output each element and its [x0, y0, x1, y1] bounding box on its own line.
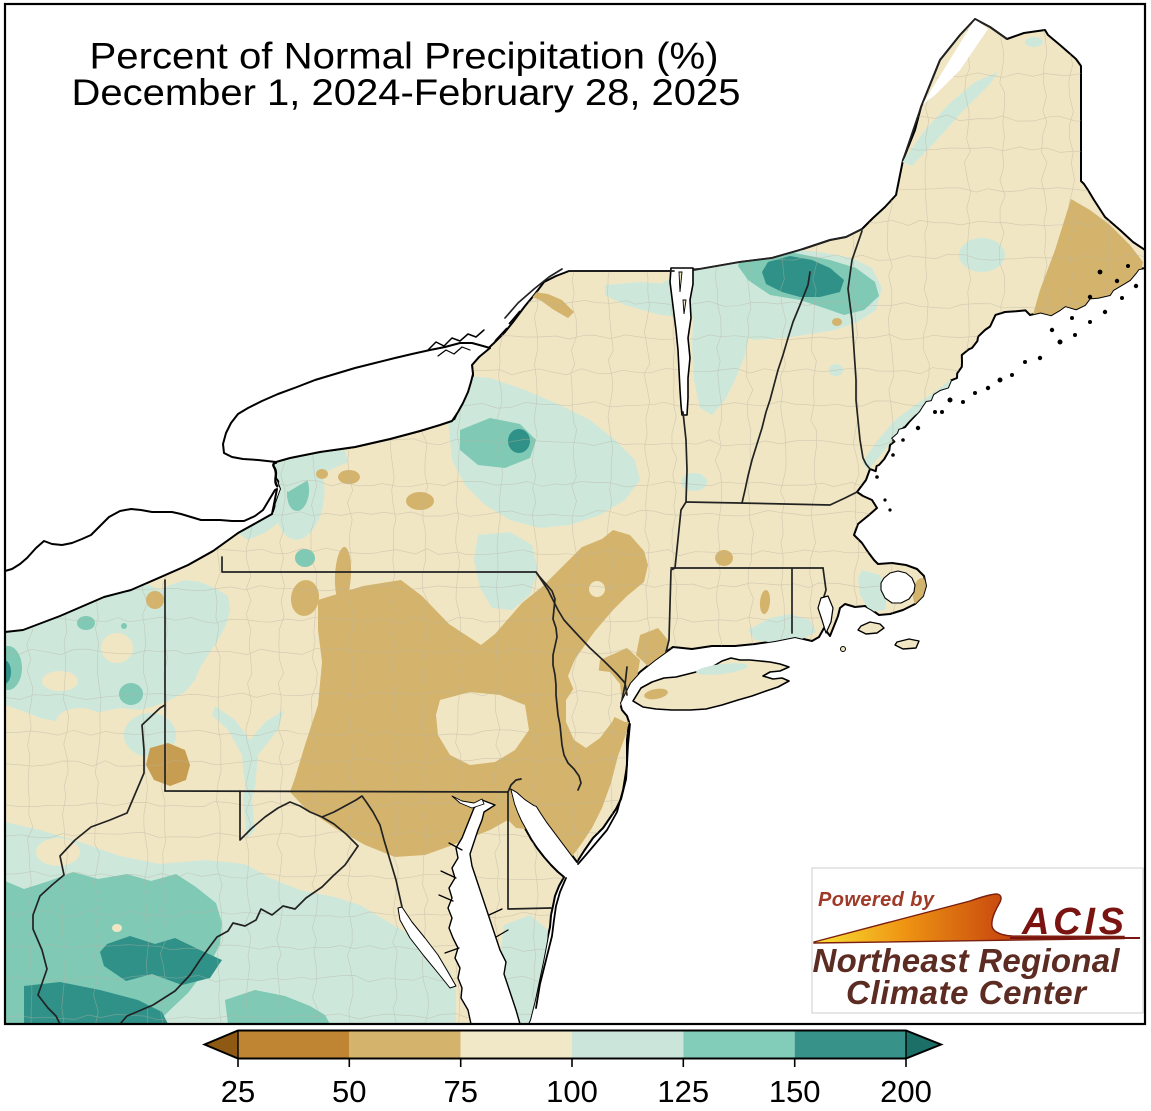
svg-text:75: 75 — [443, 1074, 477, 1109]
svg-text:200: 200 — [880, 1074, 932, 1109]
svg-text:Northeast Regional: Northeast Regional — [813, 942, 1121, 979]
svg-text:Climate Center: Climate Center — [846, 974, 1088, 1011]
svg-text:ACIS: ACIS — [1021, 901, 1124, 943]
svg-text:25: 25 — [221, 1074, 255, 1109]
svg-text:150: 150 — [769, 1074, 821, 1109]
svg-text:Percent of Normal Precipitatio: Percent of Normal Precipitation (%) — [90, 35, 719, 77]
svg-text:100: 100 — [546, 1074, 598, 1109]
svg-text:December 1, 2024-February 28,: December 1, 2024-February 28, 2025 — [72, 71, 741, 113]
svg-text:Powered by: Powered by — [818, 889, 935, 911]
svg-text:50: 50 — [332, 1074, 366, 1109]
svg-text:125: 125 — [657, 1074, 709, 1109]
